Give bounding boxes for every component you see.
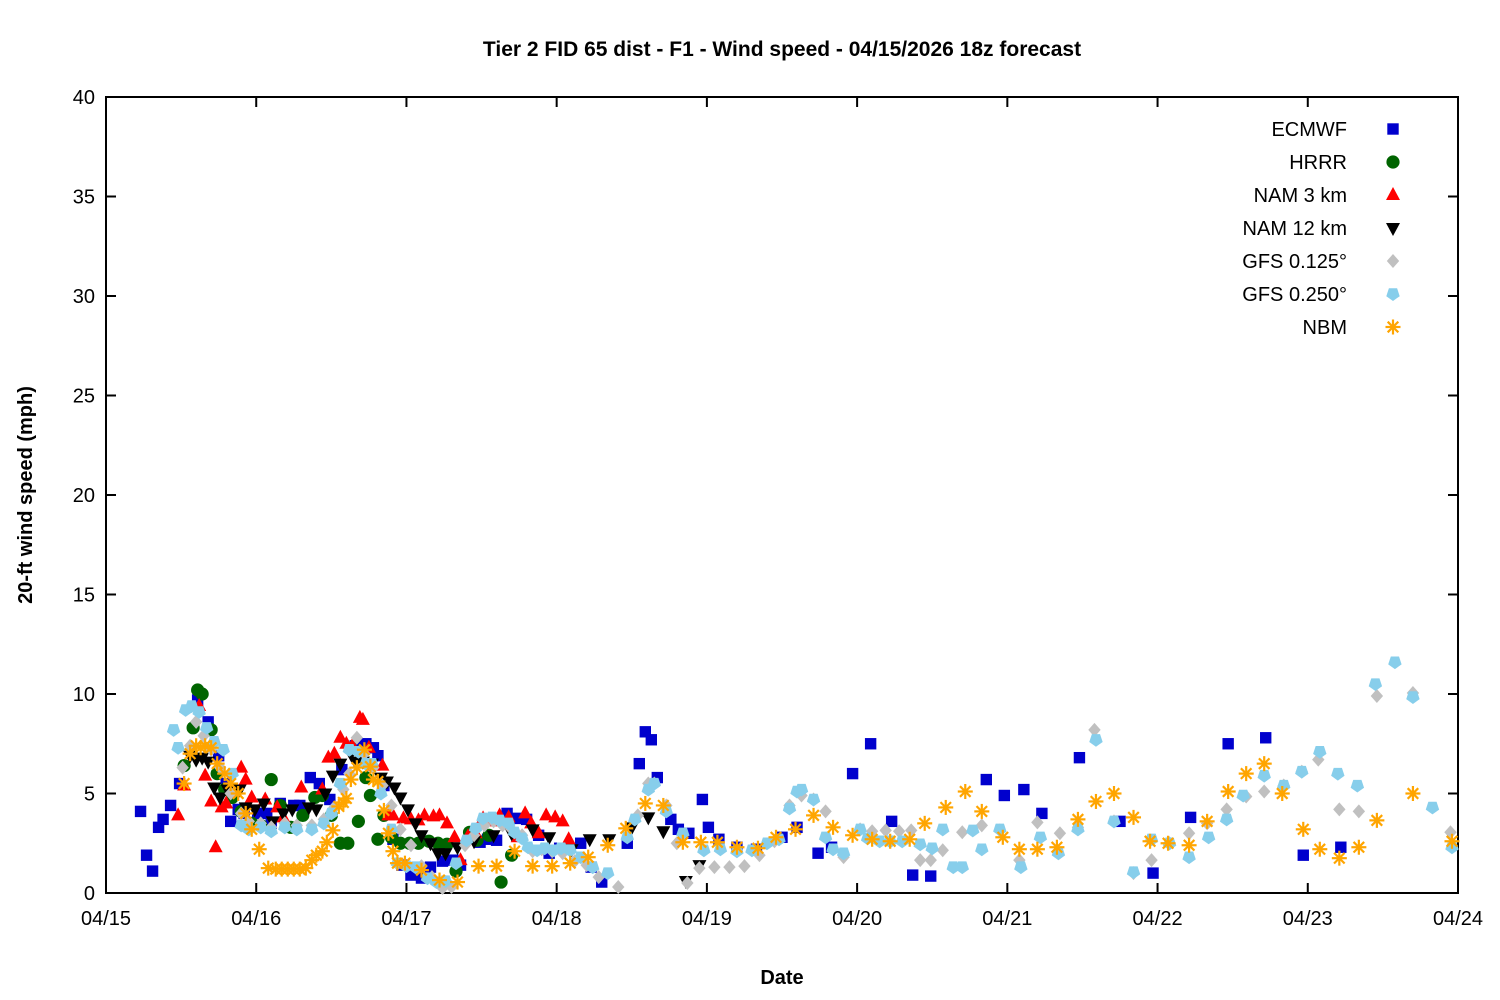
series-gfs-0-250--points [166,656,1459,890]
x-tick-label: 04/18 [532,908,582,930]
chart-title: Tier 2 FID 65 dist - F1 - Wind speed - 0… [483,38,1081,61]
series-nam-12-km-points [183,748,707,890]
x-axis-title: Date [760,967,803,989]
x-tick-label: 04/16 [231,908,281,930]
legend-entry-ecmwf: ECMWF [1271,119,1399,141]
legend-label: ECMWF [1271,119,1347,141]
y-tick-label: 30 [73,286,95,308]
y-tick-label: 0 [84,883,95,905]
legend-entry-nam-12-km: NAM 12 km [1243,218,1400,240]
legend-label: HRRR [1289,152,1347,174]
circle-legend-marker-icon [1386,155,1400,169]
legend: ECMWF HRRR NAM 3 km NAM 12 km GFS 0.125° GFS … [1242,119,1401,339]
pentagon-legend-marker-icon [1386,288,1400,301]
y-tick-label: 10 [73,684,95,706]
x-tick-label: 04/21 [982,908,1032,930]
x-tick-label: 04/20 [832,908,882,930]
x-tick-label: 04/15 [81,908,131,930]
legend-entry-nam-3-km: NAM 3 km [1254,185,1400,207]
legend-label: NAM 12 km [1243,218,1347,240]
legend-label: GFS 0.250° [1242,284,1347,306]
y-tick-label: 20 [73,485,95,507]
triangle-up-legend-marker-icon [1386,187,1400,200]
y-axis-title: 20-ft wind speed (mph) [15,386,37,604]
legend-entry-gfs-0-250-: GFS 0.250° [1242,284,1400,306]
triangle-down-legend-marker-icon [1386,223,1400,236]
legend-label: NAM 3 km [1254,185,1347,207]
y-tick-label: 40 [73,87,95,109]
legend-entry-nbm: NBM [1303,317,1401,339]
y-tick-label: 25 [73,386,95,408]
y-tick-label: 5 [84,784,95,806]
x-tick-label: 04/17 [381,908,431,930]
square-legend-marker-icon [1387,123,1399,135]
plot-area: 04/15 04/16 04/17 04/18 04/19 04/20 04/21 04/22… [73,87,1483,930]
y-tick-label: 35 [73,187,95,209]
legend-entry-hrrr: HRRR [1289,152,1400,174]
x-tick-label: 04/19 [682,908,732,930]
legend-label: GFS 0.125° [1242,251,1347,273]
legend-label: NBM [1303,317,1347,339]
legend-entry-gfs-0-125-: GFS 0.125° [1242,251,1400,273]
y-tick-label: 15 [73,585,95,607]
series-nbm-points [176,738,1460,890]
x-tick-label: 04/22 [1133,908,1183,930]
asterisk-legend-marker-icon [1385,319,1401,335]
x-tick-label: 04/24 [1433,908,1483,930]
diamond-legend-marker-icon [1386,254,1400,268]
x-tick-label: 04/23 [1283,908,1333,930]
